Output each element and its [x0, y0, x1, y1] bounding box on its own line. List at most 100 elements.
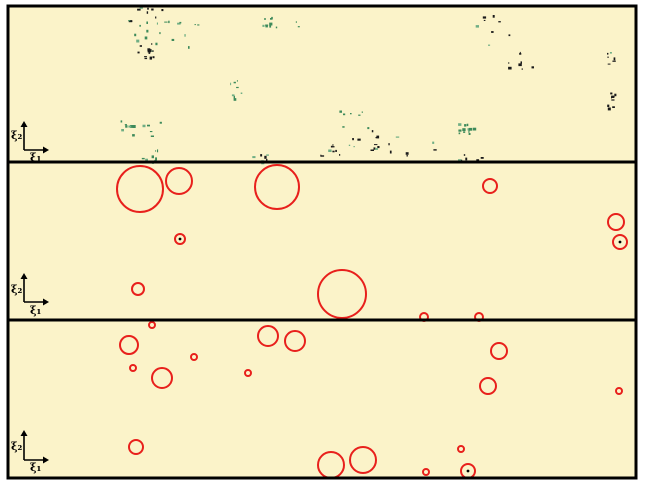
speck: [139, 7, 143, 9]
red-circle: [612, 234, 628, 250]
speck: [139, 45, 142, 47]
axis-horizontal-arrowhead: [43, 298, 49, 306]
speck: [343, 113, 346, 116]
panel-bottom-circles: [119, 321, 623, 479]
speck: [155, 150, 157, 152]
speck: [128, 20, 131, 22]
speck: [521, 68, 523, 70]
speck: [266, 158, 268, 162]
red-circle: [165, 167, 193, 195]
red-circle: [129, 364, 137, 372]
speck: [151, 8, 154, 11]
speck: [151, 43, 153, 45]
speck: [124, 124, 127, 126]
speck: [342, 126, 345, 128]
speck: [152, 50, 154, 52]
panel-bottom-background: [8, 320, 636, 478]
red-circle: [257, 325, 279, 347]
speck: [320, 155, 325, 157]
speck: [498, 21, 501, 23]
speck: [161, 9, 164, 12]
speck: [358, 114, 361, 116]
red-circle: [131, 282, 145, 296]
speck: [151, 155, 154, 159]
speck: [121, 129, 124, 132]
red-circle: [457, 445, 465, 453]
speck: [132, 134, 135, 137]
speck: [491, 31, 494, 33]
speck: [137, 8, 141, 11]
red-circle: [148, 321, 156, 329]
speck: [376, 135, 380, 139]
speck: [264, 155, 267, 159]
speck: [148, 52, 151, 54]
speck: [607, 63, 611, 65]
speck: [269, 22, 273, 26]
speck: [159, 32, 161, 35]
speck: [147, 50, 151, 53]
speck: [144, 56, 147, 58]
speck: [353, 146, 355, 148]
speck: [508, 66, 512, 70]
speck: [458, 129, 462, 132]
speck: [125, 125, 128, 128]
speck: [468, 127, 473, 131]
speck: [120, 120, 123, 123]
speck: [152, 56, 155, 59]
speck: [472, 127, 477, 131]
panel-top-background: [8, 6, 636, 162]
red-circle: [190, 353, 198, 361]
speck: [361, 111, 363, 113]
speck: [406, 155, 408, 157]
speck: [128, 21, 133, 23]
speck: [139, 24, 141, 27]
speck: [146, 29, 149, 33]
red-circle: [254, 164, 300, 210]
speck: [146, 11, 149, 14]
speck: [350, 113, 352, 115]
speck: [150, 135, 154, 137]
speck: [611, 95, 615, 98]
speck: [194, 24, 196, 26]
speck: [476, 159, 480, 162]
speck: [147, 48, 151, 51]
speck: [339, 110, 342, 113]
speck: [352, 138, 354, 141]
speck: [275, 26, 278, 29]
speck: [136, 39, 140, 43]
red-circle: [284, 330, 306, 352]
red-circle: [116, 165, 164, 213]
speck: [177, 22, 181, 25]
speck: [519, 51, 521, 54]
speck: [531, 66, 534, 69]
axis-x-label: ξ₁: [30, 304, 42, 317]
speck: [171, 38, 175, 41]
speck: [377, 146, 380, 149]
axis-y-label: ξ₂: [11, 283, 23, 296]
speck: [492, 15, 495, 18]
axis-y-label: ξ₂: [11, 440, 23, 453]
speck: [395, 136, 400, 138]
speck: [328, 149, 332, 152]
red-circle: [482, 178, 498, 194]
red-circle: [349, 446, 377, 474]
speck: [157, 149, 159, 153]
red-circle: [615, 387, 623, 395]
speck: [159, 121, 162, 124]
centre-dot: [178, 237, 182, 241]
speck: [144, 57, 148, 60]
speck: [518, 63, 522, 67]
speck: [295, 21, 297, 23]
speck: [332, 150, 335, 153]
speck: [236, 80, 238, 82]
speck: [188, 46, 190, 49]
speck: [147, 7, 149, 10]
axis-x-label: ξ₁: [30, 461, 42, 474]
axis-y-label: ξ₂: [11, 129, 23, 142]
speck: [465, 157, 468, 161]
speck: [332, 146, 335, 148]
speck: [260, 154, 263, 157]
speck: [388, 143, 390, 146]
panel-middle-background: [8, 162, 636, 320]
